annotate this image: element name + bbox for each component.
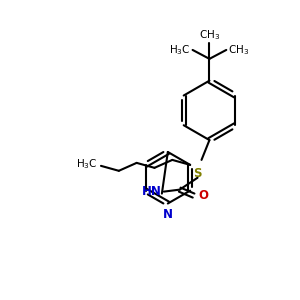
Text: S: S	[193, 167, 202, 180]
Text: CH$_3$: CH$_3$	[228, 43, 250, 57]
Text: O: O	[199, 189, 208, 202]
Text: N: N	[163, 208, 173, 221]
Text: H$_3$C: H$_3$C	[76, 157, 98, 171]
Text: HN: HN	[142, 185, 162, 198]
Text: H$_3$C: H$_3$C	[169, 43, 190, 57]
Text: CH$_3$: CH$_3$	[199, 28, 220, 42]
